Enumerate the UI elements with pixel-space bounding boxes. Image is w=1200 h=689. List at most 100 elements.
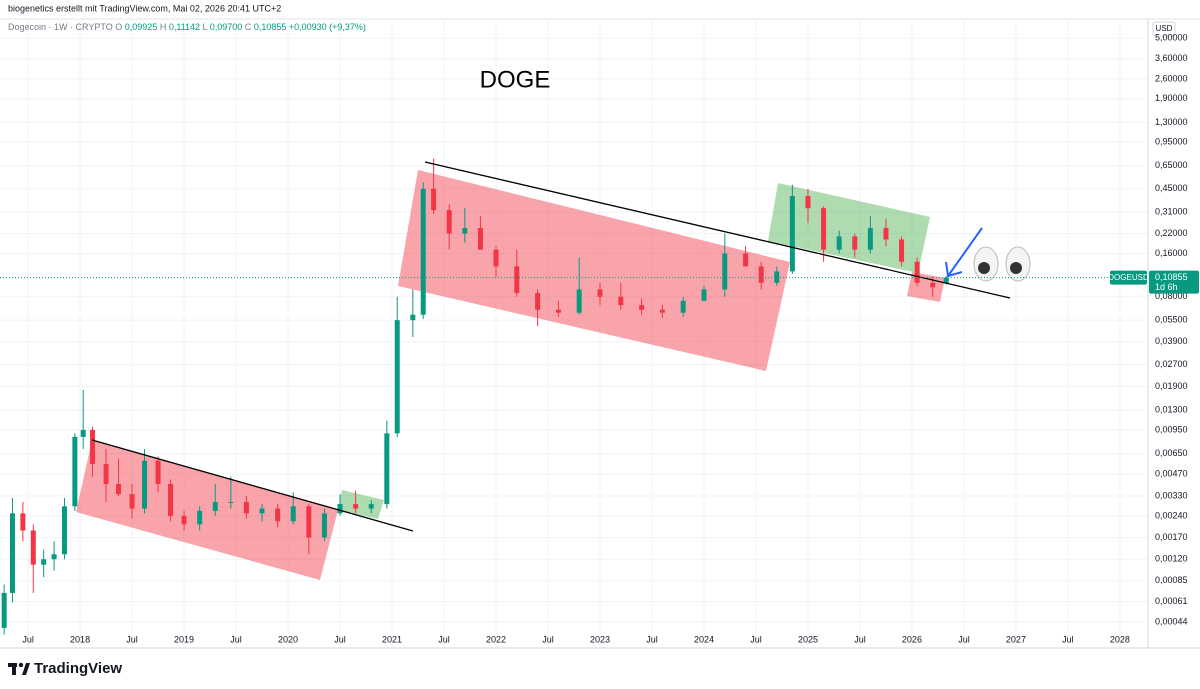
y-tick-label: 0,01300 — [1155, 405, 1188, 415]
chart-title: DOGE — [480, 66, 551, 93]
candle-body — [306, 506, 312, 538]
y-tick-label: 2,60000 — [1155, 74, 1188, 84]
brand-logo — [8, 662, 30, 675]
logo-part — [22, 663, 30, 675]
candle-body — [243, 501, 249, 514]
candle-body — [51, 554, 57, 560]
candle-body — [431, 188, 437, 211]
candle-body — [168, 483, 174, 516]
axes: 5,00000 3,60000 2,60000 1,90000 1,30000 0,950… — [0, 33, 1199, 644]
candles — [1, 158, 949, 635]
candle-body — [181, 515, 187, 525]
ohlc-key: H — [160, 22, 167, 32]
y-tick-label: 0,03900 — [1155, 336, 1188, 346]
logo-part — [12, 663, 16, 675]
candle-body — [462, 228, 468, 234]
candle-body — [197, 510, 203, 525]
candle-body — [259, 508, 265, 514]
grid — [0, 20, 1148, 648]
candle-body — [535, 292, 541, 310]
candle-body — [639, 305, 645, 310]
candle-body — [446, 210, 452, 234]
candle-body — [774, 271, 780, 283]
candle-body — [129, 494, 135, 509]
x-tick-label: 2024 — [694, 634, 714, 644]
price-tag — [1149, 270, 1199, 294]
pupil — [978, 262, 990, 274]
y-tick-label: 0,65000 — [1155, 160, 1188, 170]
candle-body — [514, 266, 520, 293]
candle-body — [72, 436, 78, 507]
symbol-name: Dogecoin · 1W · CRYPTO — [8, 22, 113, 32]
eyes-emoji — [973, 246, 1031, 282]
arrow — [945, 227, 983, 278]
x-tick-label: 2018 — [70, 634, 90, 644]
y-tick-label: 0,00650 — [1155, 448, 1188, 458]
candle-body — [410, 314, 416, 321]
candle-body — [61, 506, 67, 555]
x-tick-label: Jul — [854, 634, 866, 644]
symbol-tag — [1110, 270, 1147, 285]
footer — [0, 652, 1200, 689]
candle-body — [20, 513, 26, 531]
candle-body — [743, 253, 749, 267]
y-tick-label: 0,00085 — [1155, 575, 1188, 585]
y-tick-label: 0,95000 — [1155, 136, 1188, 146]
candle-body — [493, 249, 499, 267]
candle-body — [228, 501, 234, 503]
y-tick-label: 3,60000 — [1155, 53, 1188, 63]
y-tick-label: 0,00240 — [1155, 510, 1188, 520]
candle-body — [852, 236, 858, 250]
y-tick-label: 5,00000 — [1155, 33, 1188, 43]
candle-body — [477, 228, 483, 250]
candle-body — [80, 429, 86, 437]
x-tick-label: Jul — [126, 634, 138, 644]
candle-body — [103, 464, 109, 484]
candle-body — [722, 253, 728, 290]
candle-body — [914, 261, 920, 283]
y-tick-label: 0,22000 — [1155, 228, 1188, 238]
candle-body — [1, 592, 7, 628]
x-tick-label: Jul — [542, 634, 554, 644]
price-tag-label: 0,10855 — [1155, 272, 1188, 282]
candle-body — [758, 266, 764, 283]
candle-body — [618, 296, 624, 306]
symbol-legend: Dogecoin · 1W · CRYPTO O 0,09925 H 0,111… — [8, 22, 366, 32]
candle-body — [899, 239, 905, 262]
ohlc-value: 0,09925 — [125, 22, 158, 32]
y-tick-label: 0,45000 — [1155, 183, 1188, 193]
candle-body — [836, 236, 842, 250]
ohlc-key: C — [245, 22, 252, 32]
candle-body — [930, 282, 936, 288]
ohlc-value: 0,11142 — [169, 22, 200, 32]
trendline — [424, 161, 1011, 299]
x-tick-label: Jul — [22, 634, 34, 644]
y-tick-label: 0,00170 — [1155, 532, 1188, 542]
candle-body — [576, 289, 582, 313]
candle-body — [867, 228, 873, 250]
x-tick-label: 2026 — [902, 634, 922, 644]
y-tick-label: 0,00330 — [1155, 490, 1188, 500]
y-tick-label: 0,05500 — [1155, 315, 1188, 325]
candle-body — [9, 513, 15, 593]
candle-body — [321, 513, 327, 538]
ohlc-key: L — [203, 22, 208, 32]
candle-body — [701, 289, 707, 301]
symbol-tag-label: DOGEUSD — [1108, 273, 1149, 282]
x-tick-label: Jul — [438, 634, 450, 644]
x-tick-label: 2028 — [1110, 634, 1130, 644]
x-tick-label: Jul — [958, 634, 970, 644]
candle-body — [420, 188, 426, 315]
x-tick-label: 2025 — [798, 634, 818, 644]
ohlc-value: 0,09700 — [210, 22, 243, 32]
candle-body — [680, 300, 686, 313]
countdown-label: 1d 6h — [1155, 282, 1178, 292]
x-tick-label: 2023 — [590, 634, 610, 644]
candle-body — [883, 228, 889, 240]
x-tick-label: Jul — [750, 634, 762, 644]
candle-body — [90, 429, 96, 465]
y-tick-label: 0,31000 — [1155, 206, 1188, 216]
y-tick-label: 0,00470 — [1155, 468, 1188, 478]
